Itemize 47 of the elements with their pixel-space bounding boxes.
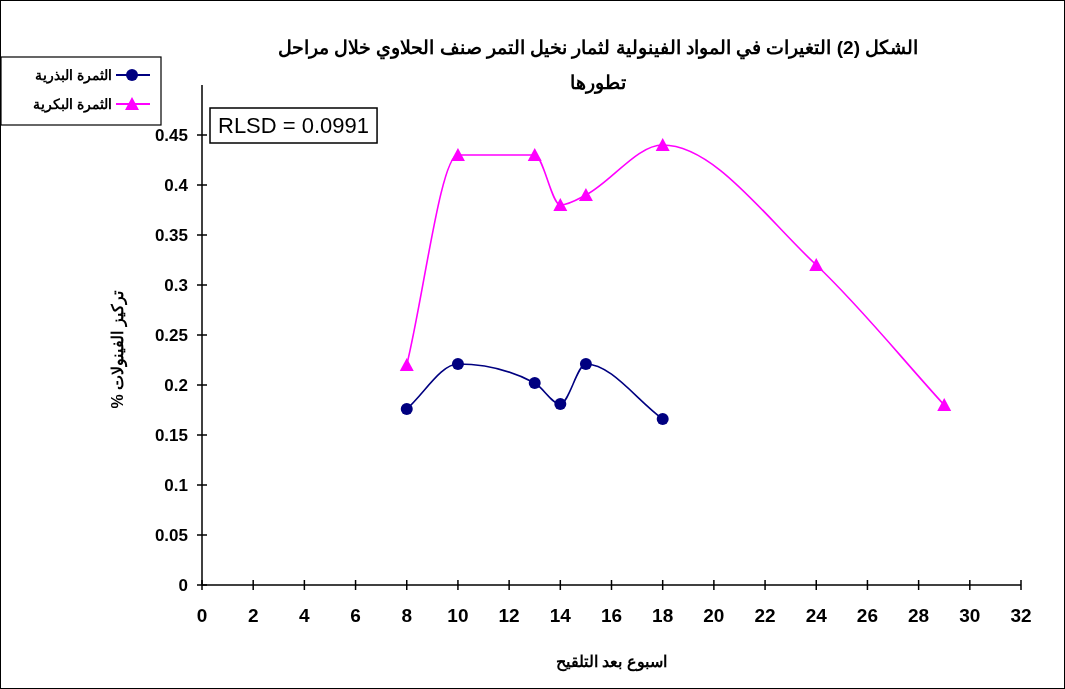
x-tick-label: 0 xyxy=(196,605,208,626)
y-tick-label: 0.25 xyxy=(154,326,188,345)
y-tick-label: 0.05 xyxy=(154,526,188,545)
x-tick-label: 22 xyxy=(754,605,776,626)
x-tick-label: 12 xyxy=(498,605,520,626)
chart-title: الشكل (2) التغيرات في المواد الفينولية لثمار نخيل التمر صنف الحلاوي خلال مراحل تطورها xyxy=(277,37,919,94)
point xyxy=(809,258,824,271)
x-tick-label: 32 xyxy=(1010,605,1032,626)
point xyxy=(399,358,414,371)
point xyxy=(656,413,669,425)
point xyxy=(655,138,670,151)
x-tick-label: 6 xyxy=(350,605,361,626)
x-tick-label: 24 xyxy=(805,605,828,626)
x-tick-label: 2 xyxy=(247,605,259,626)
x-tick-label: 10 xyxy=(447,605,469,626)
y-tick-label: 0 xyxy=(178,576,188,595)
x-axis-title: اسبوع بعد التلقيح xyxy=(556,653,667,672)
y-tick-label: 0.1 xyxy=(164,476,188,495)
y-tick-label: 0.2 xyxy=(164,376,188,395)
y-tick-label: 0.4 xyxy=(164,176,189,195)
x-tick-label: 14 xyxy=(549,605,572,626)
point xyxy=(579,358,592,370)
point xyxy=(578,188,593,201)
point xyxy=(528,377,541,389)
legend-label: الثمرة البذرية xyxy=(35,67,112,84)
x-tick-label: 26 xyxy=(856,605,879,626)
y-tick-label: 0.35 xyxy=(154,226,188,245)
y-tick-label: 0.15 xyxy=(154,426,188,445)
x-tick-label: 30 xyxy=(959,605,981,626)
x-tick-label: 16 xyxy=(600,605,623,626)
point xyxy=(554,398,567,410)
y-tick-label: 0.3 xyxy=(164,276,188,295)
legend-label: الثمرة البكرية xyxy=(33,96,112,113)
point xyxy=(553,198,568,211)
point xyxy=(400,403,413,415)
x-tick-label: 18 xyxy=(652,605,674,626)
x-tick-label: 4 xyxy=(299,605,311,626)
x-tick-label: 28 xyxy=(908,605,930,626)
point xyxy=(937,398,952,411)
annotation: RLSD = 0.0991 xyxy=(218,113,370,138)
x-tick-label: 8 xyxy=(401,605,413,626)
point xyxy=(450,148,465,161)
point xyxy=(451,358,464,370)
point xyxy=(527,148,542,161)
y-tick-label: 0.45 xyxy=(154,126,188,145)
x-tick-label: 20 xyxy=(703,605,725,626)
y-axis-title: تركيز الفينولات % xyxy=(109,290,128,409)
